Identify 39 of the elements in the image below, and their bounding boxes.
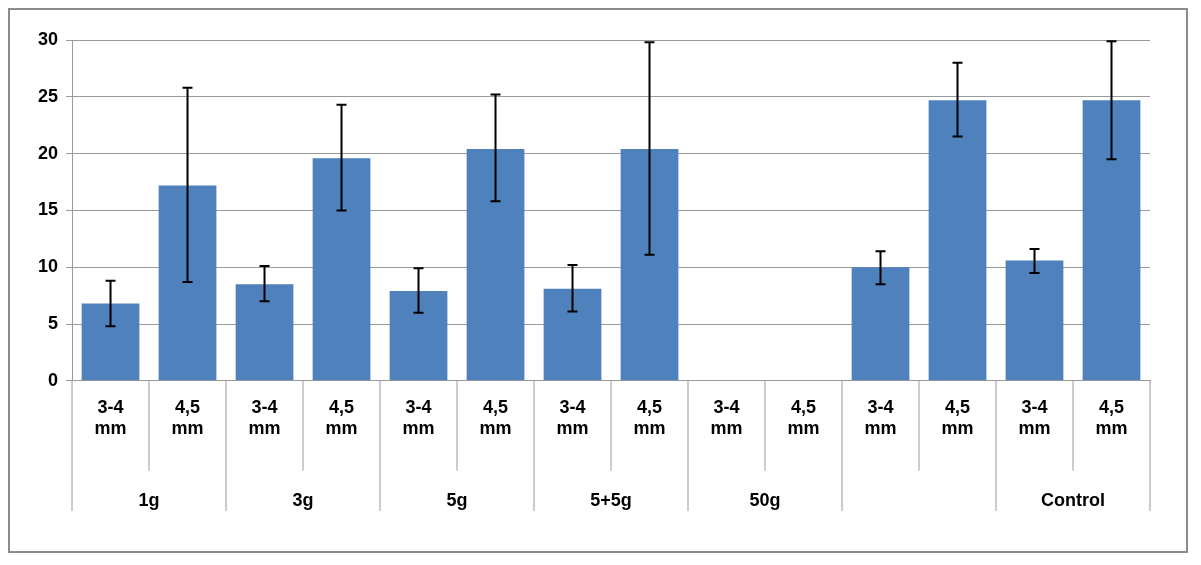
x-tick-label: 3-4 mm	[864, 396, 897, 439]
x-tick-label: 3-4 mm	[1018, 396, 1051, 439]
text: 50g	[749, 489, 781, 510]
bar	[543, 288, 602, 381]
x-tick-label: 3-4 mm	[94, 396, 127, 439]
bar	[1005, 260, 1064, 381]
text: 5+5g	[590, 489, 632, 510]
x-tick-label: 4,5 mm	[633, 396, 666, 439]
x-tick-label: 4,5 mm	[171, 396, 204, 439]
y-tick-label: 0	[48, 369, 59, 390]
bar	[928, 100, 987, 381]
bar	[235, 284, 294, 381]
bar	[81, 303, 140, 381]
y-tick-label: 30	[37, 28, 59, 49]
y-tick-label: 25	[37, 85, 59, 106]
bar	[466, 149, 525, 381]
x-tick-label: 3-4 mm	[556, 396, 589, 439]
bar	[312, 158, 371, 381]
text: 3g	[292, 489, 314, 510]
x-tick-label: 4,5 mm	[1095, 396, 1128, 439]
bar	[1082, 100, 1141, 381]
bar	[158, 185, 217, 381]
x-tick-label: 4,5 mm	[787, 396, 820, 439]
x-tick-label: 4,5 mm	[479, 396, 512, 439]
bar	[851, 267, 910, 381]
bar	[620, 149, 679, 381]
x-tick-label: 3-4 mm	[710, 396, 743, 439]
x-tick-label: 4,5 mm	[325, 396, 358, 439]
y-tick-label: 15	[37, 199, 59, 220]
text: Control	[1041, 489, 1105, 510]
bar	[389, 291, 448, 381]
x-tick-label: 4,5 mm	[941, 396, 974, 439]
y-tick-label: 5	[48, 312, 59, 333]
y-tick-label: 10	[37, 256, 59, 277]
text: 1g	[138, 489, 160, 510]
text: 5g	[446, 489, 468, 510]
y-tick-label: 20	[37, 142, 59, 163]
x-tick-label: 3-4 mm	[402, 396, 435, 439]
x-tick-label: 3-4 mm	[248, 396, 281, 439]
